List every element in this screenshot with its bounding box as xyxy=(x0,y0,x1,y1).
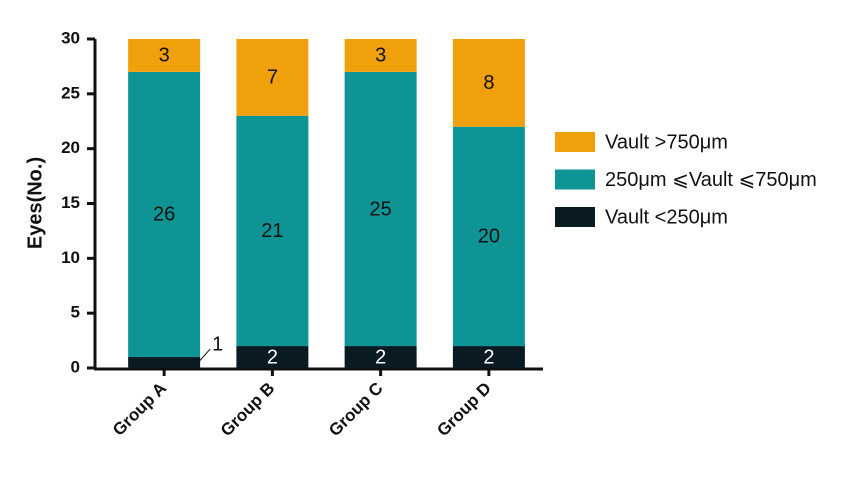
x-tick-label: Group A xyxy=(109,379,170,440)
x-tick-label: Group B xyxy=(217,379,279,441)
data-label: 25 xyxy=(370,198,392,220)
bar-segment xyxy=(236,346,309,368)
bar-segment xyxy=(236,39,309,116)
y-tick-label: 20 xyxy=(61,138,80,157)
data-label: 21 xyxy=(261,220,283,242)
bar-segment xyxy=(236,115,309,347)
bar-segment xyxy=(452,346,525,368)
legend-label: Vault <250μm xyxy=(605,206,728,228)
data-label: 2 xyxy=(375,346,386,368)
x-tick-label: Group C xyxy=(325,379,387,441)
y-axis-label: Eyes(No.) xyxy=(24,157,46,249)
x-tick-label: Group D xyxy=(433,379,495,441)
data-label: 8 xyxy=(483,72,494,94)
data-label: 20 xyxy=(478,226,500,248)
bar-segment xyxy=(128,39,201,72)
legend-swatch xyxy=(555,207,595,227)
data-label: 3 xyxy=(375,45,386,67)
data-label: 7 xyxy=(267,67,278,89)
bar-segment xyxy=(128,71,201,358)
y-tick-label: 15 xyxy=(61,193,80,212)
bar-segment xyxy=(344,346,417,368)
legend-swatch xyxy=(555,169,595,190)
legend-label: Vault >750μm xyxy=(605,131,728,153)
legend-label: 250μm ⩽Vault ⩽750μm xyxy=(605,169,817,191)
data-label: 1 xyxy=(212,333,223,355)
data-label: 2 xyxy=(267,346,278,368)
bar-segment xyxy=(344,71,417,347)
bar-segment xyxy=(452,126,525,347)
y-tick-label: 5 xyxy=(71,303,80,322)
y-tick-label: 0 xyxy=(71,357,80,376)
leader-line xyxy=(197,348,211,363)
bar-segment xyxy=(344,39,417,72)
bar-segment xyxy=(128,357,201,368)
bar-segment xyxy=(452,39,525,127)
data-label: 2 xyxy=(483,346,494,368)
y-tick-label: 10 xyxy=(61,248,80,267)
data-label: 3 xyxy=(159,45,170,67)
y-tick-label: 30 xyxy=(61,28,80,47)
y-tick-label: 25 xyxy=(61,83,80,102)
data-label: 26 xyxy=(153,204,175,226)
legend-swatch xyxy=(555,132,595,152)
